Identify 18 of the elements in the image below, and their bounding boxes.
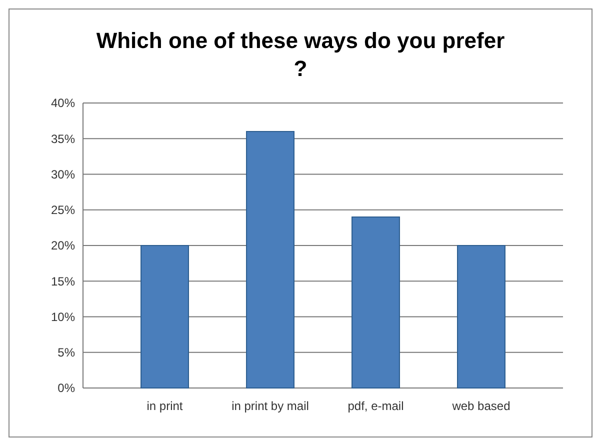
- y-tick-label: 40%: [50, 96, 76, 110]
- y-tick-label: 0%: [58, 381, 76, 396]
- x-tick-label: web based: [451, 399, 510, 413]
- x-tick-label: in print: [146, 399, 184, 413]
- y-tick-label: 10%: [50, 310, 76, 324]
- bar: [352, 216, 400, 388]
- y-tick-label: 5%: [58, 346, 76, 360]
- x-tick-label: pdf, e-mail: [348, 399, 404, 413]
- y-tick-label: 35%: [50, 132, 76, 146]
- bar: [246, 131, 294, 388]
- y-tick-label: 20%: [50, 238, 76, 253]
- y-tick-label: 15%: [50, 274, 76, 288]
- chart-title: Which one of these ways do you prefer ?: [96, 28, 506, 81]
- bar: [457, 245, 506, 388]
- y-tick-label: 30%: [50, 167, 76, 182]
- x-tick-label: in print by mail: [232, 399, 309, 413]
- y-tick-label: 25%: [50, 203, 76, 218]
- bar: [140, 245, 189, 388]
